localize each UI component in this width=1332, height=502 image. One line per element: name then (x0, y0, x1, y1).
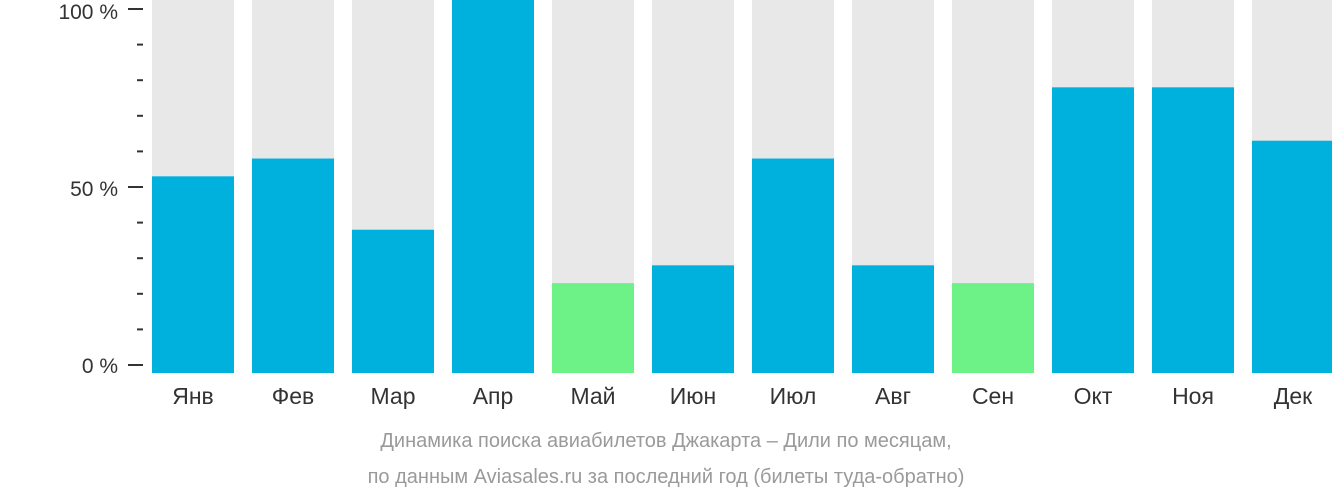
xtick-label: Окт (1074, 383, 1113, 409)
bar (1252, 140, 1332, 373)
bar-chart-svg: 100 % 50 % 0 % Янв Фев Мар Апр Май Июн Июл Авг С… (58, 0, 1332, 409)
bars-group (152, 0, 1332, 373)
chart-caption-line-2: по данным Aviasales.ru за последний год … (367, 466, 965, 488)
bar (352, 229, 434, 373)
bar (152, 176, 234, 373)
ytick-label-0: 0 % (82, 355, 118, 378)
bar (852, 265, 934, 373)
y-axis: 100 % 50 % 0 % (58, 1, 143, 378)
chart-caption-line-1: Динамика поиска авиабилетов Джакарта – Д… (380, 430, 952, 452)
xtick-label: Июн (670, 383, 716, 409)
xtick-label: Авг (875, 383, 911, 409)
bar (1052, 87, 1134, 373)
bar (552, 283, 634, 373)
xtick-label: Дек (1274, 383, 1313, 409)
bar (952, 283, 1034, 373)
xtick-label: Сен (972, 383, 1014, 409)
bar (1152, 87, 1234, 373)
bar (452, 0, 534, 373)
xtick-label: Апр (473, 383, 514, 409)
xtick-label: Май (570, 383, 615, 409)
xtick-label: Фев (272, 383, 315, 409)
ytick-label-100: 100 % (58, 1, 118, 24)
bar (752, 158, 834, 373)
xtick-label: Мар (370, 383, 415, 409)
bar (652, 265, 734, 373)
bar (252, 158, 334, 373)
xtick-label: Ноя (1172, 383, 1214, 409)
x-axis: Янв Фев Мар Апр Май Июн Июл Авг Сен Окт Ноя Дек (172, 383, 1313, 409)
ytick-label-50: 50 % (70, 178, 118, 201)
xtick-label: Июл (770, 383, 817, 409)
xtick-label: Янв (172, 383, 214, 409)
